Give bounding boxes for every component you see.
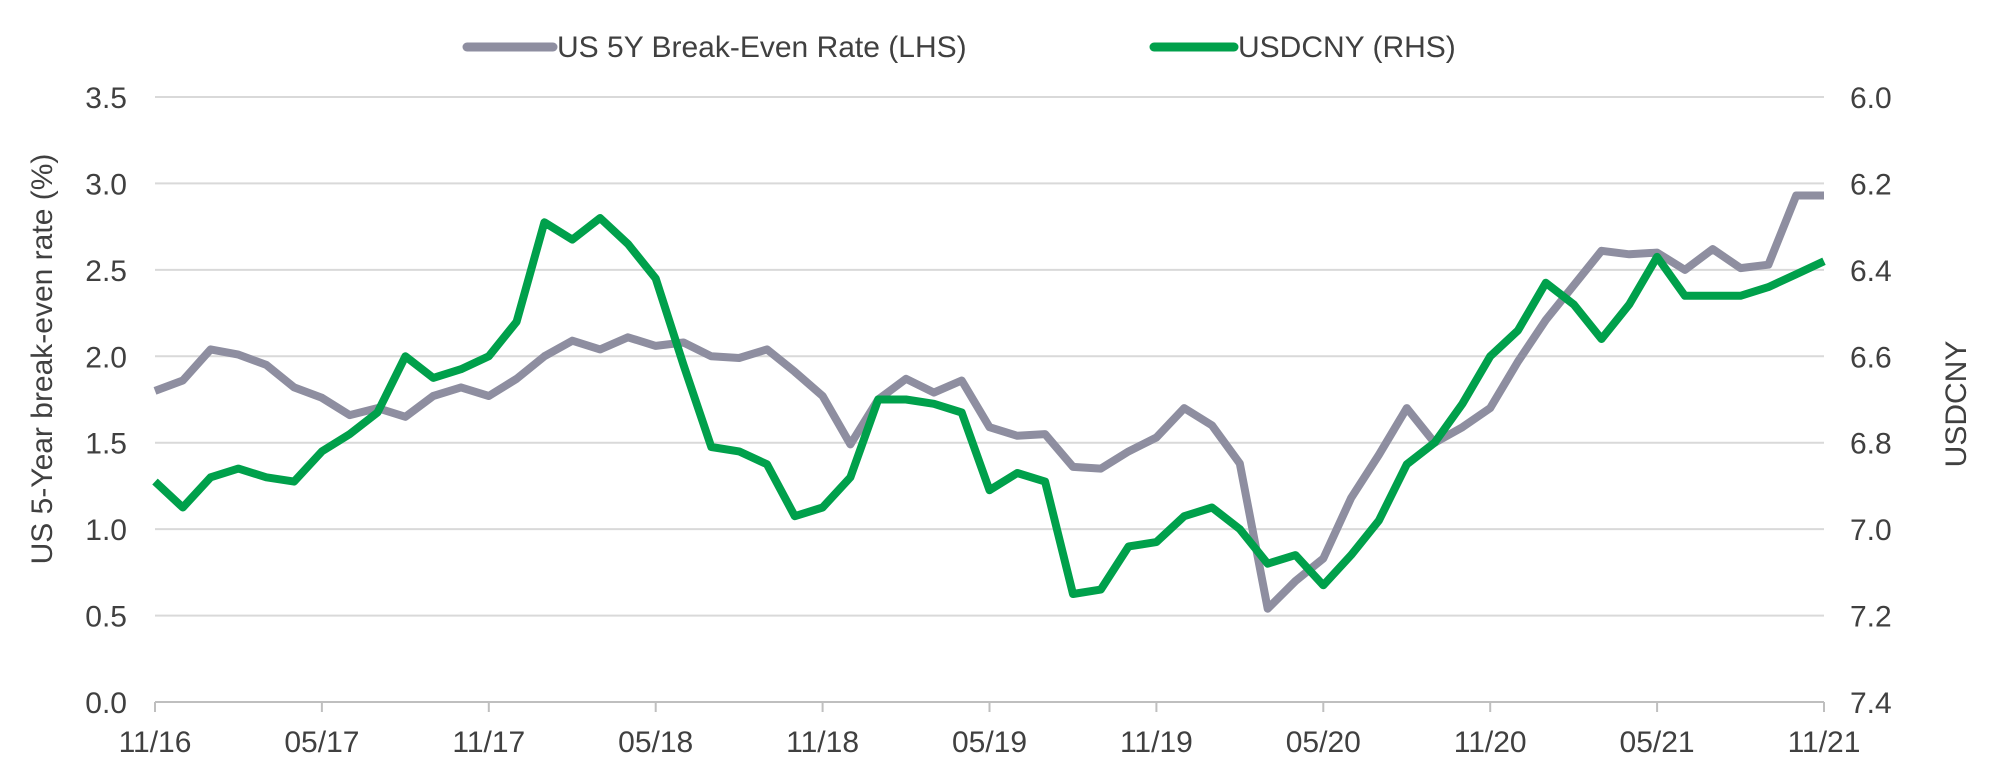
series-line-usdcny [152,214,1826,598]
y-right-tick-label: 7.0 [1850,514,1892,547]
x-tick-label: 05/21 [1620,726,1695,759]
legend: US 5Y Break-Even Rate (LHS) USDCNY (RHS) [462,31,1456,64]
y-right-tick-label: 6.6 [1850,341,1892,374]
y-right-tick-label: 6.0 [1850,82,1892,115]
y-right-tick-label: 6.2 [1850,168,1892,201]
y-left-tick-label: 0.5 [85,601,127,634]
y-right-tick-label: 6.8 [1850,428,1892,461]
x-tick-label: 11/16 [119,726,192,759]
series-lines [152,191,1826,613]
y-left-tick-label: 2.5 [85,255,127,288]
y-right-tick-label: 6.4 [1850,255,1892,288]
y-left-tick-label: 1.5 [85,428,127,461]
gridlines [155,96,1824,617]
x-tick-label: 11/21 [1788,726,1861,759]
legend-label-usdcny: USDCNY (RHS) [1238,31,1456,64]
axes: 0.0 0.5 1.0 1.5 2.0 2.5 3.0 3.5 6.0 6.2 6.4 6.6 6.8 7… [85,82,1891,759]
x-tick-label: 11/17 [452,726,525,759]
x-tick-label: 05/19 [952,726,1027,759]
x-tick-label: 11/20 [1454,726,1527,759]
x-tick-label: 05/17 [284,726,359,759]
y-left-tick-label: 0.0 [85,687,127,720]
y-axis-left-title: US 5-Year break-even rate (%) [26,154,59,565]
x-tick-label: 11/18 [786,726,859,759]
legend-label-breakeven: US 5Y Break-Even Rate (LHS) [557,31,967,64]
y-left-tick-label: 3.0 [85,168,127,201]
y-left-tick-label: 1.0 [85,514,127,547]
series-line-breakeven [153,191,1824,613]
y-axis-right-title: USDCNY [1940,341,1973,468]
x-tick-label: 05/20 [1286,726,1361,759]
y-left-tick-label: 2.0 [85,341,127,374]
y-right-tick-label: 7.2 [1850,601,1892,634]
x-tick-label: 11/19 [1120,726,1193,759]
y-right-tick-label: 7.4 [1850,687,1892,720]
x-tick-label: 05/18 [618,726,693,759]
y-left-tick-label: 3.5 [85,82,127,115]
